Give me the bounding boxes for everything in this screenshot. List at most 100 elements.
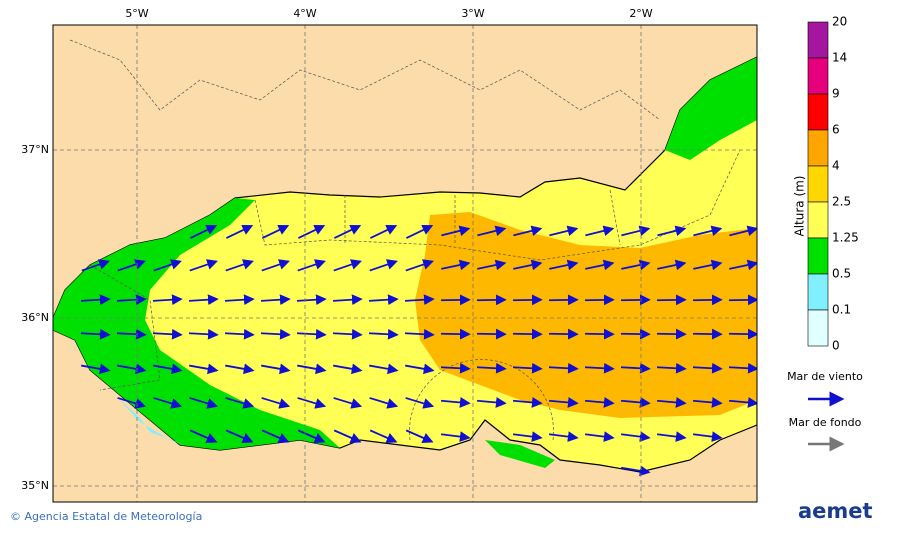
longitude-label: 4°W bbox=[293, 7, 316, 20]
wind-arrow bbox=[261, 429, 290, 443]
wind-arrow bbox=[368, 328, 399, 340]
colorbar-label: 9 bbox=[832, 87, 840, 101]
legend-swell: Mar de fondo bbox=[789, 416, 862, 429]
wind-arrow bbox=[260, 328, 291, 340]
green-zone-east bbox=[665, 57, 757, 160]
wind-arrow bbox=[692, 431, 723, 442]
wind-arrow bbox=[657, 225, 687, 237]
wind-arrow bbox=[404, 328, 435, 340]
wind-arrow bbox=[693, 225, 723, 237]
wind-arrow bbox=[116, 294, 147, 306]
wind-arrow bbox=[224, 328, 255, 340]
wind-arrow bbox=[117, 259, 146, 272]
colorbar-segment bbox=[807, 129, 829, 167]
colorbar-segment bbox=[807, 237, 829, 275]
wind-arrow bbox=[297, 363, 327, 375]
wind-arrow bbox=[224, 294, 255, 306]
colorbar-label: 0 bbox=[832, 339, 840, 353]
wind-arrow bbox=[440, 294, 471, 306]
wind-arrow bbox=[261, 363, 291, 375]
wind-arrow bbox=[693, 259, 723, 271]
colorbar-label: 20 bbox=[832, 15, 847, 29]
wind-arrow bbox=[476, 294, 507, 306]
wind-arrow bbox=[369, 363, 399, 375]
wind-arrow bbox=[333, 259, 362, 272]
wind-arrow bbox=[368, 294, 399, 306]
wind-arrow bbox=[189, 429, 218, 443]
wind-arrow bbox=[584, 431, 615, 442]
wind-arrow bbox=[405, 397, 435, 409]
wind-arrow bbox=[440, 431, 471, 442]
wind-arrow bbox=[298, 224, 326, 239]
wind-arrow bbox=[620, 362, 651, 374]
colorbar-segment bbox=[807, 273, 829, 311]
colorbar-segment bbox=[807, 201, 829, 239]
colorbar-segment bbox=[807, 57, 829, 95]
wind-arrow bbox=[225, 397, 255, 409]
longitude-label: 3°W bbox=[461, 7, 484, 20]
wind-arrow bbox=[225, 363, 255, 375]
wind-arrow bbox=[440, 362, 471, 374]
logo: aemet bbox=[798, 499, 873, 523]
wind-arrow bbox=[332, 294, 363, 306]
colorbar-label: 0.5 bbox=[832, 267, 851, 281]
wind-arrow bbox=[585, 259, 615, 271]
wind-arrow bbox=[584, 397, 615, 408]
wind-arrow bbox=[728, 362, 757, 374]
wind-arrow bbox=[369, 259, 398, 272]
colorbar-segment bbox=[807, 165, 829, 203]
wind-arrow bbox=[333, 429, 362, 443]
wind-arrow bbox=[512, 397, 543, 408]
wind-arrow bbox=[476, 362, 507, 374]
wind-arrow bbox=[585, 225, 615, 237]
graticule bbox=[53, 25, 757, 502]
border bbox=[69, 39, 741, 391]
wind-arrow bbox=[620, 397, 651, 408]
wind-arrow bbox=[441, 225, 471, 237]
wind-arrow bbox=[152, 294, 183, 306]
wind-arrow bbox=[548, 397, 579, 408]
wind-arrow bbox=[333, 397, 363, 409]
colorbar-label: 0.1 bbox=[832, 303, 851, 317]
wind-arrow bbox=[656, 362, 687, 374]
wind-arrow bbox=[116, 328, 147, 340]
wind-arrow bbox=[477, 259, 507, 271]
wind-arrow bbox=[692, 397, 723, 408]
wind-arrow bbox=[692, 362, 723, 374]
wind-arrow bbox=[406, 224, 434, 239]
wind-arrow bbox=[405, 363, 435, 375]
wind-arrow bbox=[296, 294, 327, 306]
wind-arrow bbox=[512, 362, 543, 374]
wind-arrow bbox=[262, 224, 290, 239]
map-frame bbox=[52, 24, 758, 503]
green-zone-west bbox=[53, 198, 340, 450]
wind-arrow bbox=[261, 397, 291, 409]
map bbox=[53, 25, 757, 502]
wind-arrow bbox=[370, 224, 398, 239]
wind-arrow bbox=[405, 429, 434, 443]
wind-arrow bbox=[332, 328, 363, 340]
wind-arrow bbox=[297, 429, 326, 443]
wind-arrow bbox=[476, 397, 507, 408]
wind-arrow bbox=[153, 397, 183, 409]
wind-arrow bbox=[584, 294, 615, 306]
wind-arrow bbox=[81, 363, 111, 375]
wind-arrow bbox=[404, 294, 435, 306]
wind-arrow bbox=[153, 363, 183, 375]
colorbar-label: 6 bbox=[832, 123, 840, 137]
latitude-label: 36°N bbox=[21, 311, 49, 324]
wind-arrow bbox=[369, 429, 398, 443]
wind-arrow bbox=[226, 224, 254, 239]
wind-arrow bbox=[692, 294, 723, 306]
wind-arrow bbox=[620, 431, 651, 442]
credit: © Agencia Estatal de Meteorología bbox=[10, 510, 202, 523]
colorbar: 20 14 9 6 4 2.5 1.25 0.5 0.1 0 bbox=[807, 15, 859, 353]
latitude-label: 37°N bbox=[21, 143, 49, 156]
colorbar-segment bbox=[807, 21, 829, 59]
wind-arrow bbox=[80, 294, 111, 306]
wind-arrow bbox=[117, 397, 147, 409]
wind-arrow bbox=[225, 259, 254, 272]
wind-arrow bbox=[728, 294, 757, 306]
wind-arrow bbox=[369, 397, 399, 409]
wind-arrow bbox=[81, 259, 110, 272]
